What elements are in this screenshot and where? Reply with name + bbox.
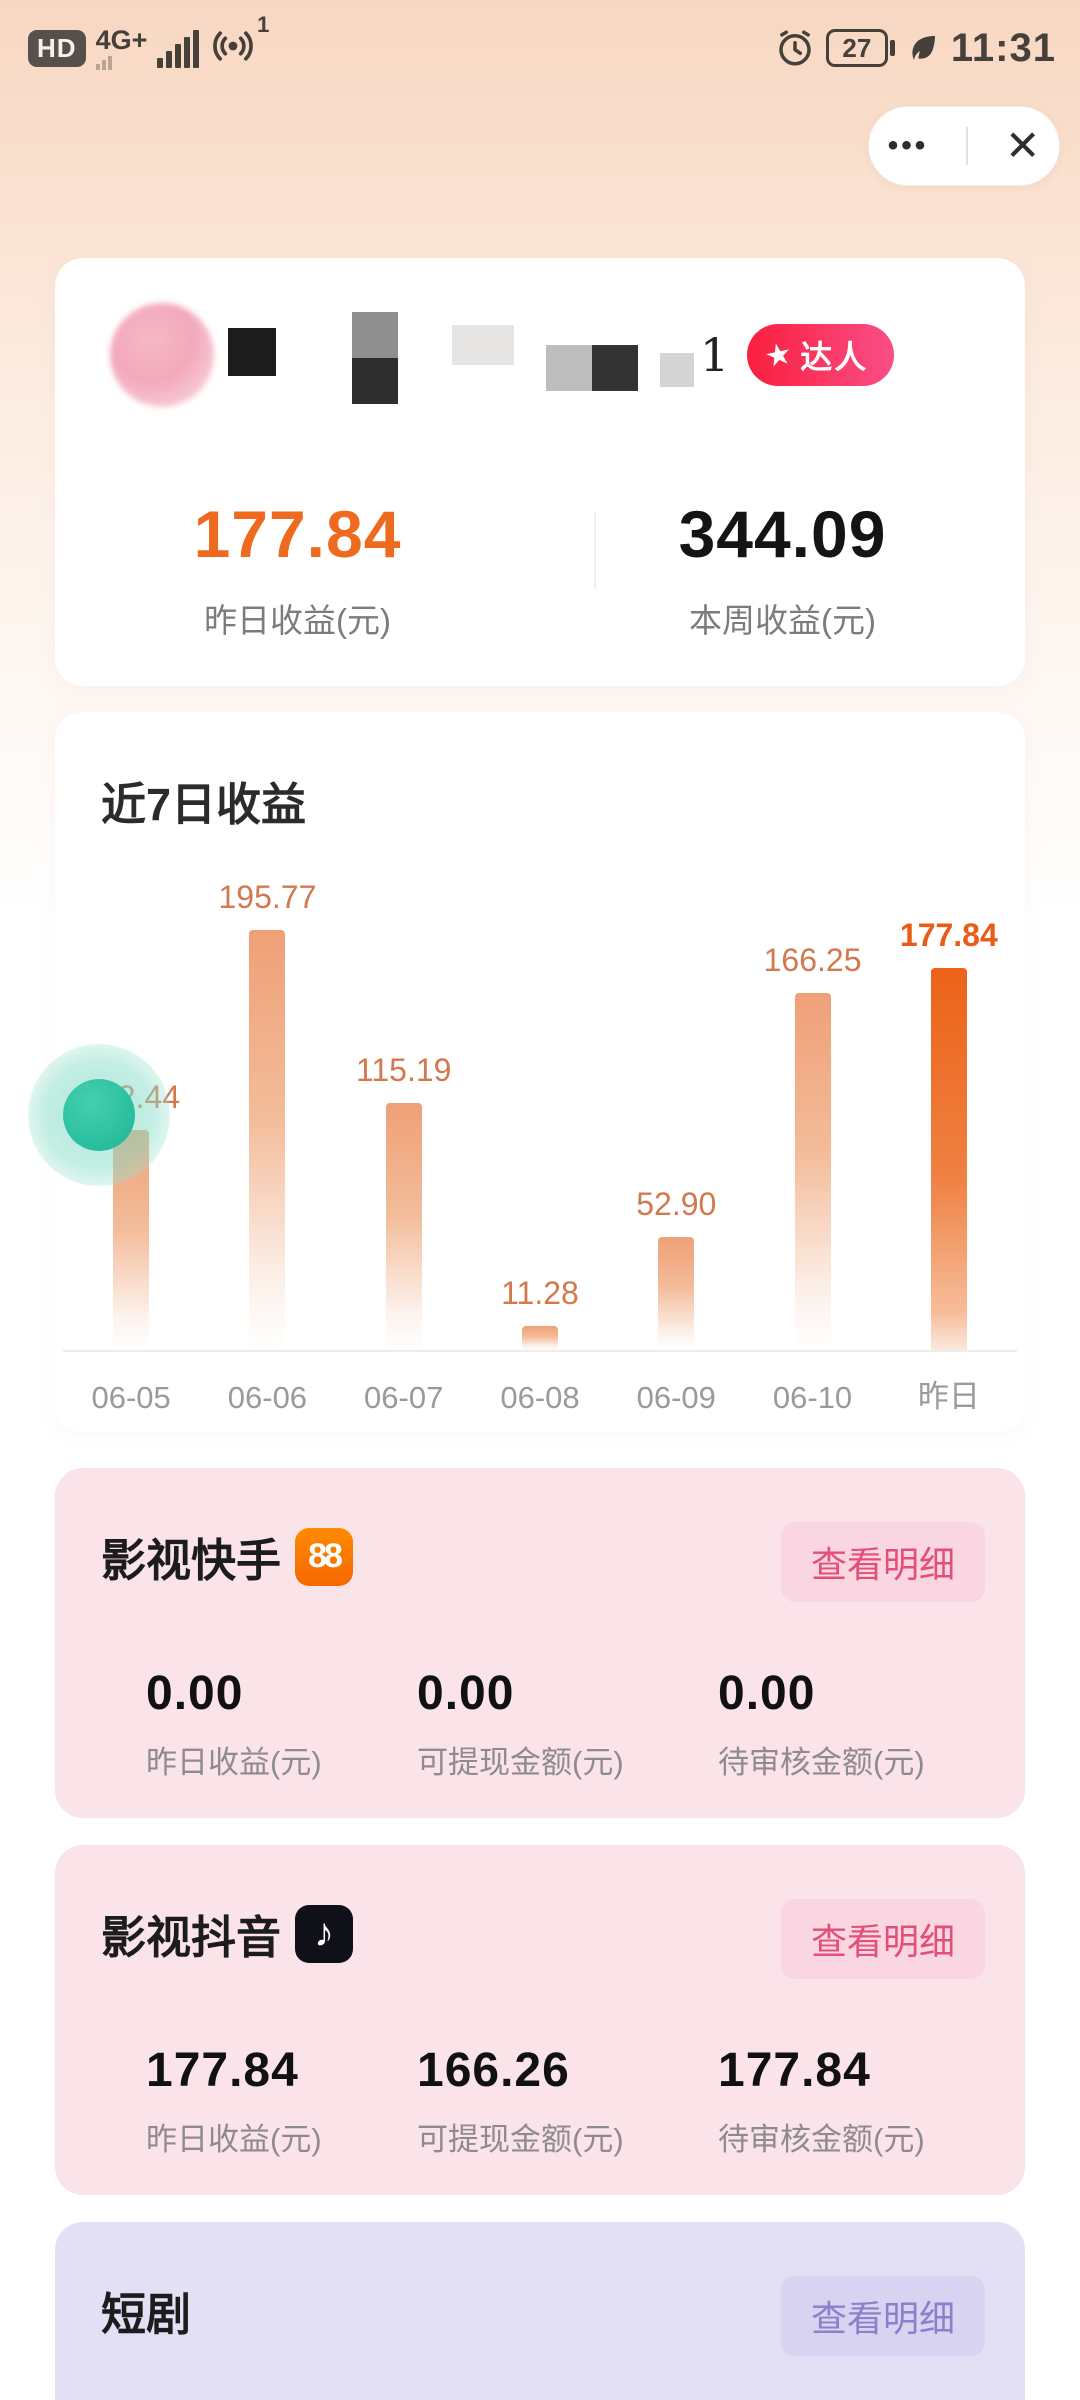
seven-day-earnings-card: 近7日收益 102.4406-05195.7706-06115.1906-071… xyxy=(55,712,1025,1432)
censored-username-mosaic xyxy=(228,312,694,391)
status-bar-right: 27 11:31 xyxy=(774,26,1056,71)
summary-divider xyxy=(594,513,596,589)
more-options-button[interactable]: ••• xyxy=(887,129,929,162)
kuaishou-card-title: 影视快手 xyxy=(101,1535,282,1586)
x-axis-label: 06-09 xyxy=(636,1380,716,1415)
avatar[interactable] xyxy=(110,303,214,407)
chart-bar xyxy=(794,993,831,1350)
stat-yesterday: 0.00 昨日收益(元) xyxy=(146,1667,322,1780)
card-header: 影视快手 88 xyxy=(101,1524,354,1589)
card-header: 影视抖音 ♪ xyxy=(101,1901,354,1966)
bar-value-label: 195.77 xyxy=(218,879,317,915)
bar-chart: 102.4406-05195.7706-06115.1906-0711.2806… xyxy=(63,842,1017,1432)
x-axis-line xyxy=(63,1350,1017,1352)
battery-indicator: 27 xyxy=(825,29,895,67)
chart-bar xyxy=(521,1326,558,1350)
kuaishou-icon: 88 xyxy=(295,1527,354,1586)
short-drama-card-title: 短剧 xyxy=(101,2289,192,2340)
bar-value-label: 177.84 xyxy=(899,917,998,953)
capsule-divider xyxy=(965,127,968,165)
stat-pending: 177.84 待审核金额(元) xyxy=(718,2044,925,2157)
profile-header: 1 ★ 达人 xyxy=(110,300,895,410)
yesterday-earnings-label: 昨日收益(元) xyxy=(204,602,391,639)
x-axis-label: 06-06 xyxy=(227,1380,308,1415)
short-drama-earnings-card: 短剧 查看明细 xyxy=(55,2222,1025,2400)
bar-column: 11.28 06-08 xyxy=(472,842,608,1432)
sim2-signal-icon xyxy=(95,55,112,70)
stat-pending: 0.00 待审核金额(元) xyxy=(718,1667,925,1780)
douyin-earnings-card: 影视抖音 ♪ 查看明细 177.84 昨日收益(元) 166.26 可提现金额(… xyxy=(55,1845,1025,2195)
talent-badge: ★ 达人 xyxy=(747,324,895,386)
x-axis-label: 06-08 xyxy=(500,1380,580,1415)
chart-bar xyxy=(249,930,286,1350)
clock-time: 11:31 xyxy=(950,25,1056,70)
view-details-button-douyin[interactable]: 查看明细 xyxy=(780,1899,985,1979)
bar-column: 177.84 昨日 xyxy=(881,842,1017,1432)
battery-level: 27 xyxy=(825,29,888,67)
view-details-button-kuaishou[interactable]: 查看明细 xyxy=(780,1522,985,1602)
bar-value-label: 11.28 xyxy=(501,1275,579,1311)
week-earnings-label: 本周收益(元) xyxy=(689,602,876,639)
bar-column: 195.77 06-06 xyxy=(199,842,335,1432)
bar-value-label: 115.19 xyxy=(355,1052,452,1088)
week-earnings: 344.09 本周收益(元) xyxy=(540,496,1025,642)
alarm-icon xyxy=(779,30,811,66)
x-axis-label: 昨日 xyxy=(917,1379,980,1414)
hotspot-icon: 1 xyxy=(211,12,269,73)
bar-value-label: 52.90 xyxy=(636,1186,717,1222)
username-visible-char: 1 xyxy=(700,328,730,382)
chart-bar xyxy=(658,1237,695,1350)
star-icon: ★ xyxy=(762,336,796,374)
view-details-button-short-drama[interactable]: 查看明细 xyxy=(780,2276,985,2356)
earnings-summary-card: 1 ★ 达人 177.84 昨日收益(元) 344.09 本周收益(元) xyxy=(55,258,1025,686)
kuaishou-earnings-card: 影视快手 88 查看明细 0.00 昨日收益(元) 0.00 可提现金额(元) … xyxy=(55,1468,1025,1818)
douyin-card-title: 影视抖音 xyxy=(101,1912,282,1963)
screen-record-float-button[interactable] xyxy=(28,1044,170,1186)
stat-withdrawable: 0.00 可提现金额(元) xyxy=(417,1667,624,1780)
summary-row: 177.84 昨日收益(元) 344.09 本周收益(元) xyxy=(55,496,1025,642)
bar-column: 166.25 06-10 xyxy=(744,842,880,1432)
bar-value-label: 166.25 xyxy=(763,942,862,978)
stat-yesterday: 177.84 昨日收益(元) xyxy=(146,2044,322,2157)
x-axis-label: 06-07 xyxy=(364,1380,444,1415)
hd-voice-icon: HD xyxy=(28,29,86,67)
power-saving-leaf-icon xyxy=(912,36,935,60)
x-axis-label: 06-10 xyxy=(772,1380,853,1415)
bar-column: 52.90 06-09 xyxy=(608,842,744,1432)
close-button[interactable]: ✕ xyxy=(1005,122,1041,169)
hotspot-count: 1 xyxy=(257,11,270,37)
stat-withdrawable: 166.26 可提现金额(元) xyxy=(417,2044,624,2157)
miniprogram-capsule: ••• ✕ xyxy=(868,106,1060,186)
card-header: 短剧 xyxy=(101,2278,191,2343)
week-earnings-value: 344.09 xyxy=(678,497,887,571)
chart-bar xyxy=(930,968,967,1350)
chart-bar xyxy=(385,1103,422,1350)
yesterday-earnings-value: 177.84 xyxy=(193,497,402,571)
stats-row: 177.84 昨日收益(元) 166.26 可提现金额(元) 177.84 待审… xyxy=(55,2043,1025,2173)
stats-row: 0.00 昨日收益(元) 0.00 可提现金额(元) 0.00 待审核金额(元) xyxy=(55,1666,1025,1796)
chart-title: 近7日收益 xyxy=(101,779,307,830)
x-axis-label: 06-05 xyxy=(91,1380,171,1415)
status-bar-left: HD 4G+ 1 xyxy=(28,12,269,73)
bar-column: 115.19 06-07 xyxy=(336,842,472,1432)
battery-tip xyxy=(889,40,895,56)
yesterday-earnings: 177.84 昨日收益(元) xyxy=(55,496,540,642)
network-type-indicator: 4G+ xyxy=(95,26,147,70)
signal-strength-icon xyxy=(157,28,200,68)
douyin-icon: ♪ xyxy=(295,1904,354,1963)
screen-record-float-core xyxy=(63,1079,135,1151)
talent-badge-label: 达人 xyxy=(800,339,869,375)
status-bar: HD 4G+ 1 xyxy=(28,12,1056,78)
